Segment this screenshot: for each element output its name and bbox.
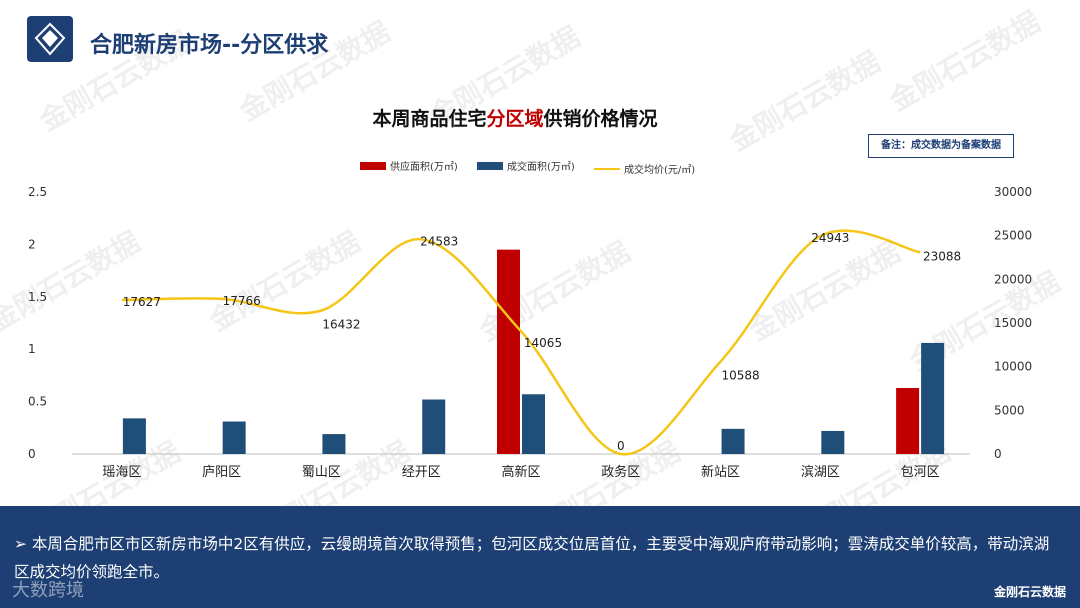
right-tick-label: 15000 [994,316,1032,330]
legend-item-deal: 成交面积(万㎡) [477,158,575,173]
price-data-label: 17627 [123,295,161,309]
chart-title-part: 本周商品住宅 [372,108,487,130]
category-label: 新站区 [701,464,740,480]
right-tick-label: 20000 [994,272,1032,286]
left-tick-label: 0.5 [28,395,47,409]
price-data-label: 24943 [811,231,849,245]
legend-label: 成交均价(元/㎡) [624,165,696,176]
left-tick-label: 2.5 [28,185,47,199]
price-data-label: 24583 [420,234,458,248]
price-data-label: 0 [617,439,625,453]
category-label: 包河区 [901,465,940,480]
deal-bar [122,418,146,454]
right-tick-label: 5000 [994,403,1025,417]
chart-plot: 0 0.5 1 1.5 2 2.5 0 5000 10000 15000 20000 25000 300… [28,185,1032,480]
deal-bar [222,421,246,454]
legend-swatch [360,161,386,170]
chart-title-part: 供销价格情况 [543,108,658,130]
summary-content: 本周合肥市区市区新房市场中2区有供应，云缦朗境首次取得预售；包河区成交位居首位，… [14,535,1050,581]
supply-bar [896,387,920,454]
deal-bar [821,430,845,454]
deal-bar [522,394,545,454]
category-label: 政务区 [601,464,640,480]
price-data-label: 10588 [721,369,759,383]
deal-bar [322,434,346,454]
deal-bar [721,428,745,454]
chart-title: 本周商品住宅分区域供销价格情况 [0,104,1030,131]
left-tick-label: 1 [28,342,36,356]
price-data-label: 14065 [524,336,562,350]
chart-title-highlight: 分区域 [486,108,544,130]
price-line [121,229,921,456]
legend-label: 成交面积(万㎡) [507,162,575,173]
deal-bar [422,399,446,454]
category-label: 瑶海区 [102,465,141,480]
header: 合肥新房市场--分区供求 [0,0,1080,80]
footer-watermark: 大数跨境 [12,580,84,601]
category-label: 庐阳区 [202,465,241,480]
right-tick-label: 10000 [994,360,1032,374]
price-data-label: 16432 [322,317,360,331]
chart-legend: 供应面积(万㎡) 成交面积(万㎡) 成交均价(元/㎡) [360,158,711,176]
price-data-label: 17766 [223,294,261,308]
legend-label: 供应面积(万㎡) [390,162,458,173]
deal-bar [921,342,945,454]
page-title: 合肥新房市场--分区供求 [90,33,329,58]
right-tick-label: 0 [994,447,1002,461]
right-tick-label: 25000 [994,229,1032,243]
diamond-logo-icon [27,16,73,62]
summary-text: ➢ 本周合肥市区市区新房市场中2区有供应，云缦朗境首次取得预售；包河区成交位居首… [14,535,1050,581]
legend-item-supply: 供应面积(万㎡) [360,158,458,173]
legend-item-price: 成交均价(元/㎡) [594,161,695,176]
left-tick-label: 0 [28,447,36,461]
legend-swatch [594,167,620,170]
price-data-label: 23088 [923,249,961,263]
category-label: 经开区 [402,465,441,480]
category-label: 高新区 [501,464,540,480]
summary-footer: ➢ 本周合肥市区市区新房市场中2区有供应，云缦朗境首次取得预售；包河区成交位居首… [0,506,1080,608]
left-tick-label: 2 [28,237,36,251]
right-tick-label: 30000 [994,185,1032,199]
left-tick-label: 1.5 [28,290,47,304]
supply-bar [497,249,520,454]
legend-swatch [477,161,503,170]
footer-brand: 金刚石云数据 [993,585,1066,599]
data-note: 备注：成交数据为备案数据 [868,134,1014,158]
category-label: 滨湖区 [801,464,840,480]
category-label: 蜀山区 [302,465,341,480]
